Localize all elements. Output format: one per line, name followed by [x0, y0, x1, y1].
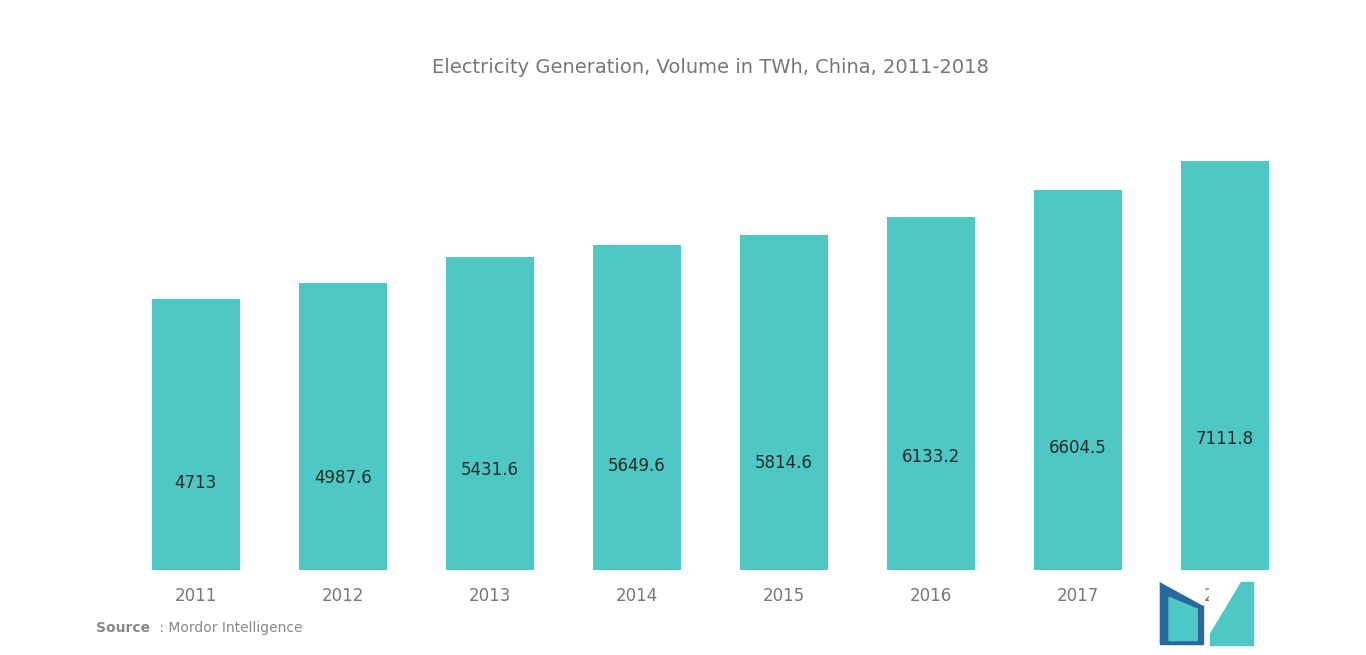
Bar [593, 245, 680, 570]
Polygon shape [1169, 597, 1197, 641]
Text: 7111.8: 7111.8 [1197, 430, 1254, 448]
Bar [1180, 161, 1269, 570]
Text: : Mordor Intelligence: : Mordor Intelligence [156, 621, 302, 635]
Title: Electricity Generation, Volume in TWh, China, 2011-2018: Electricity Generation, Volume in TWh, C… [432, 58, 989, 77]
Text: 5814.6: 5814.6 [755, 454, 813, 472]
Bar [445, 257, 534, 570]
Polygon shape [1160, 582, 1203, 605]
Polygon shape [1210, 582, 1253, 645]
Bar [1034, 190, 1121, 570]
Bar [152, 299, 240, 570]
Polygon shape [1160, 582, 1203, 645]
Text: 6604.5: 6604.5 [1049, 440, 1106, 457]
Text: 4713: 4713 [175, 474, 217, 492]
Bar [887, 217, 975, 570]
Bar [299, 283, 387, 570]
Bar [740, 235, 828, 570]
Text: 5431.6: 5431.6 [460, 461, 519, 479]
Text: Source: Source [96, 621, 150, 635]
Text: 4987.6: 4987.6 [314, 469, 372, 487]
Text: 6133.2: 6133.2 [902, 448, 960, 466]
Polygon shape [1210, 582, 1240, 633]
Text: 5649.6: 5649.6 [608, 457, 665, 475]
